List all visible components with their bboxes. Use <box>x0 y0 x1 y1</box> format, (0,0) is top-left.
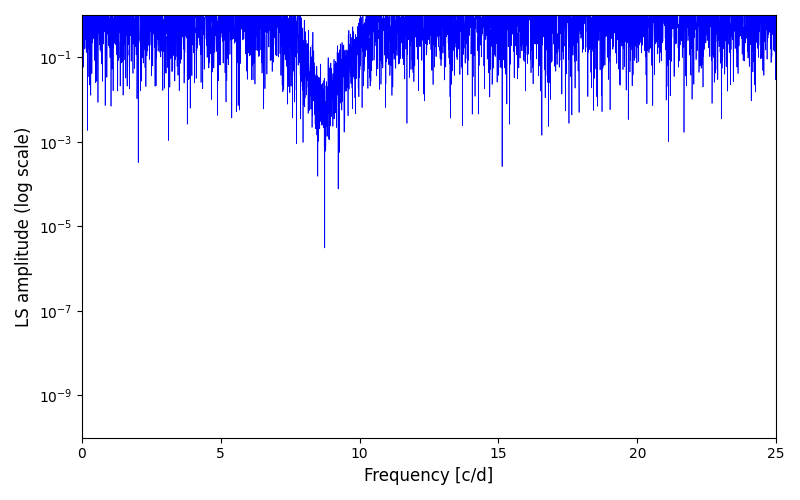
X-axis label: Frequency [c/d]: Frequency [c/d] <box>364 467 494 485</box>
Y-axis label: LS amplitude (log scale): LS amplitude (log scale) <box>15 126 33 326</box>
